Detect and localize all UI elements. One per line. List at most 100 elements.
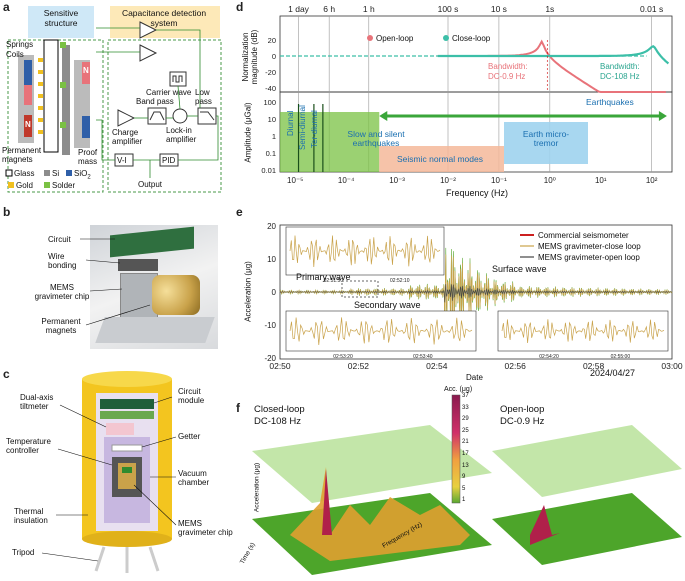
d-eq-arrow-right (658, 111, 667, 121)
panel-f: f Closed-loop DC-108 Hz Open-loop DC-0.9… (230, 385, 685, 581)
sensitive-header-box (28, 6, 94, 38)
d-xtick: 10² (646, 176, 658, 185)
sensitive-structure-label: Sensitive structure (43, 8, 79, 28)
d-xtick: 10⁻⁵ (287, 176, 303, 185)
proof-mass-label: Proof mass (78, 148, 98, 166)
d-legend-close: Close-loop (452, 34, 491, 43)
e-xtick: 02:52 (348, 361, 370, 371)
f-closed-top-plane (252, 425, 492, 503)
panel-d-label: d (236, 0, 244, 14)
legend-si: Si (52, 169, 60, 178)
f-colorbar-ticks: 37 33 29 25 21 17 13 9 5 1 (462, 393, 482, 505)
f-closed-sub: DC-108 Hz (254, 416, 301, 427)
low-pass-box (197, 107, 217, 125)
panel-d: d 1 day 6 h 1 h 100 s 10 s 1s 0.01 s 20 0 -20 -40 1… (230, 0, 685, 200)
capacitance-header-box (110, 6, 220, 38)
legend-sio2: SiO2 (74, 169, 91, 183)
panel-b: b Circuit Wire bonding MEMS gravimeter c… (0, 205, 225, 355)
panel-e-chart: 02:51:50 02:52:10 02:53:20 02:53:40 02:54:20… (264, 222, 682, 371)
capacitance-label: Capacitance detection system (121, 8, 207, 28)
e-secondary-wave: Secondary wave (354, 300, 421, 310)
permanent-magnets-label: Permanent magnets (2, 146, 42, 164)
d-bw-close-title: Bandwidth: (600, 62, 640, 71)
low-pass-label: Low pass (195, 88, 212, 106)
f-closed-title: Closed-loop (254, 404, 305, 415)
e-ytick: 0 (272, 288, 277, 297)
d-bottom-ytick: 0.01 (261, 166, 276, 175)
d-bottom-ylabel: Amplitude (μGal) (243, 102, 253, 163)
f-open-base (492, 493, 682, 565)
legend-sio2-sub: 2 (87, 174, 91, 181)
d-legend-open-dot (367, 35, 373, 41)
legend-sio2-text: SiO (74, 169, 88, 178)
e-inset-1-trace-tick: 02:52:10 (390, 278, 410, 284)
band-pass-box (147, 107, 167, 125)
vi-label: V-I (117, 156, 127, 165)
circuit-module (100, 399, 154, 409)
d-band-tides (280, 112, 380, 172)
base-plate (95, 317, 215, 343)
e-xtick: 03:00 (661, 361, 683, 371)
f-colorbar-tick: 5 (462, 485, 466, 492)
f-colorbar-tick: 29 (462, 416, 469, 423)
f-closed-surface (290, 467, 470, 561)
d-band-tremor (504, 122, 588, 164)
d-legend-close-dot (443, 35, 449, 41)
c-mems-chip-label: MEMS gravimeter chip (178, 519, 233, 537)
b-mems-chip-label: MEMS gravimeter chip (34, 283, 90, 301)
f-colorbar-tick: 37 (462, 393, 469, 399)
charge-amplifier-label: Charge amplifier (112, 128, 143, 146)
chip-holder (118, 259, 158, 271)
f-colorbar (451, 394, 461, 504)
legend-glass: Glass (14, 169, 35, 178)
d-bw-close-value: DC-108 Hz (600, 72, 640, 81)
d-bw-open-value: DC-0.9 Hz (488, 72, 526, 81)
b-permanent-magnets-label: Permanent magnets (41, 317, 81, 335)
e-inset-3-trace-tick: 02:55:00 (611, 354, 631, 360)
output-label: Output (138, 180, 163, 189)
e-open-trace (279, 284, 673, 303)
legend-solder: Solder (52, 181, 76, 190)
d-bottom-ytick: 100 (263, 98, 276, 107)
panel-f-surfaces (252, 394, 682, 575)
f-colorbar-tick: 1 (462, 497, 466, 504)
e-inset-1 (285, 226, 445, 276)
d-bottom-ytick: 0.1 (266, 149, 276, 158)
e-xlabel: Date (466, 373, 483, 382)
n-right-label: N (83, 66, 89, 75)
e-marks (279, 247, 673, 350)
band-pass-label: Band pass (136, 97, 174, 106)
d-top-ytick: -40 (265, 84, 276, 93)
e-ytick: 20 (267, 222, 276, 231)
f-colorbar-tick: 33 (462, 404, 469, 411)
d-marks (280, 16, 670, 172)
d-top-tick: 0.01 s (640, 4, 663, 14)
d-xtick: 10⁰ (544, 176, 556, 185)
legend-gold: Gold (16, 181, 33, 190)
circuit-board (110, 226, 194, 258)
c-temp-controller-label: Temperature controller (6, 437, 51, 455)
d-bw-open-title: Bandwidth: (488, 62, 528, 71)
panel-c: c Dual-axis tiltmeter Temperature contro… (0, 365, 250, 581)
d-top-ytick: 20 (268, 36, 276, 45)
f-open-top-plane (492, 425, 682, 497)
f-open-sub: DC-0.9 Hz (500, 416, 545, 427)
panel-a: a (0, 0, 225, 195)
f-closed-peak (322, 469, 332, 535)
f-colorbar-title: Acc. (μg) (444, 386, 473, 393)
f-colorbar-tick: 13 (462, 462, 469, 469)
c-getter-label: Getter (178, 432, 201, 441)
e-inset-traces: 02:51:50 02:52:10 02:53:20 02:53:40 02:54:20… (289, 235, 665, 360)
d-slow-eq: Slow and silent earthquakes (347, 129, 405, 148)
d-top-tick: 1 day (288, 4, 310, 14)
carrier-wave-box (169, 71, 187, 87)
carrier-wave-label: Carrier wave (146, 88, 192, 97)
e-primary-wave: Primary wave (296, 272, 351, 282)
e-inset-2-trace-tick: 02:53:40 (413, 354, 433, 360)
e-xtick: 02:54 (426, 361, 448, 371)
d-close-curve (437, 45, 670, 65)
d-earth-tremor: Earth micro-tremor (522, 129, 570, 148)
e-date: 2024/04/27 (590, 368, 636, 378)
e-ytick: -10 (264, 321, 276, 330)
